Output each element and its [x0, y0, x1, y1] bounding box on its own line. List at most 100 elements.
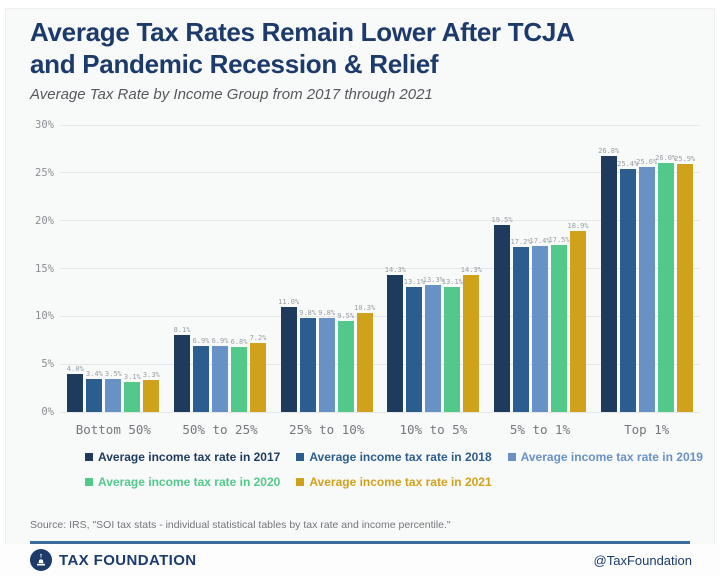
bar: 7.2% [250, 334, 266, 412]
bar: 6.8% [231, 338, 247, 412]
y-axis-tick-25: 25% [35, 166, 54, 179]
legend-item: Average income tax rate in 2018 [296, 450, 492, 464]
footer-band [0, 544, 720, 576]
legend-swatch [296, 453, 305, 461]
gridline-15 [60, 268, 700, 269]
gridline-20 [60, 220, 700, 222]
bar: 26.8% [598, 147, 619, 412]
bar-value-label: 3.4% [85, 370, 103, 379]
bar: 14.3% [461, 266, 482, 412]
bar-value-label: 3.1% [123, 373, 141, 382]
bar: 17.2% [510, 238, 532, 412]
bar-value-label: 26.0% [655, 154, 677, 163]
bar-value-label: 25.9% [674, 155, 696, 164]
x-axis-category-label: Bottom 50% [75, 422, 151, 437]
legend-label: Average income tax rate in 2021 [309, 475, 492, 489]
gridline-10 [60, 315, 700, 317]
bar-value-label: 26.8% [598, 146, 620, 155]
bar-value-label: 9.8% [299, 309, 317, 318]
source-note: Source: IRS, "SOI tax stats - individual… [30, 519, 451, 531]
legend-swatch [507, 453, 516, 461]
bar: 9.8% [318, 309, 335, 412]
bar-value-label: 10.3% [354, 304, 376, 313]
bar-value-label: 13.1% [403, 277, 425, 286]
bar: 3.5% [105, 370, 122, 412]
y-axis-tick-30: 30% [35, 119, 54, 131]
bar-value-label: 9.5% [337, 312, 355, 321]
infographic-card [5, 8, 715, 576]
chart-legend: Average income tax rate in 2017 Average i… [85, 450, 710, 489]
legend-label: Average income tax rate in 2017 [98, 450, 281, 464]
bar-value-label: 3.5% [104, 369, 122, 378]
bar: 18.9% [567, 222, 589, 412]
legend-label: Average income tax rate in 2018 [309, 450, 492, 464]
title-line-2: and Pandemic Recession & Relief [30, 49, 439, 79]
bar-value-label: 13.1% [441, 277, 463, 286]
x-axis-category-label: 25% to 10% [289, 422, 365, 437]
y-axis-tick-10: 10% [35, 310, 54, 323]
bar-group: 26.8% 25.4% 25.6% 26.0% 25.9% Top 1% [593, 125, 700, 437]
bar: 13.1% [442, 278, 463, 412]
footer-brand-name: TAX FOUNDATION [59, 551, 197, 569]
bar: 11.0% [278, 298, 299, 412]
bar-value-label: 14.3% [384, 266, 406, 275]
legend-item: Average income tax rate in 2020 [85, 475, 280, 489]
gridline-5 [60, 363, 700, 365]
footer-divider [30, 541, 690, 544]
bar-value-label: 17.2% [510, 238, 532, 247]
gridline-0 [60, 411, 700, 413]
y-axis-tick-5: 5% [41, 358, 54, 371]
x-axis-category-label: Top 1% [624, 422, 670, 437]
bar-value-label: 25.6% [636, 158, 658, 167]
y-axis-tick-0: 0% [41, 406, 54, 418]
bar: 3.3% [143, 371, 160, 412]
y-axis-tick-15: 15% [35, 262, 54, 275]
bar-value-label: 7.2% [249, 334, 267, 343]
bar-value-label: 6.8% [230, 337, 248, 346]
bar-group: 8.1% 6.9% 6.9% 6.8% 7.2% 50% to 25% [167, 125, 274, 437]
bar: 9.8% [299, 309, 316, 412]
bar-value-label: 4.0% [66, 364, 84, 373]
bar-group: 11.0% 9.8% 9.8% 9.5% 10.3% 25% to 10% [273, 125, 380, 437]
bar: 19.5% [491, 216, 513, 412]
bar: 17.4% [529, 237, 551, 412]
footer-brand: TAX FOUNDATION [30, 549, 197, 571]
bar: 6.9% [212, 337, 228, 412]
bar: 17.5% [548, 236, 570, 412]
bar-value-label: 25.4% [617, 160, 639, 169]
bar-value-label: 13.3% [422, 275, 444, 284]
gridline-30 [60, 124, 700, 126]
twitter-handle-link[interactable]: @TaxFoundation [593, 553, 692, 568]
legend-label: Average income tax rate in 2019 [520, 450, 703, 464]
bar-value-label: 18.9% [567, 222, 589, 231]
bar: 10.3% [354, 304, 375, 412]
legend-item: Average income tax rate in 2017 [85, 450, 280, 464]
bar: 25.9% [674, 155, 695, 412]
legend-item: Average income tax rate in 2019 [507, 450, 703, 464]
x-axis-category-label: 10% to 5% [399, 422, 468, 437]
gridline-25 [60, 172, 700, 174]
legend-item: Average income tax rate in 2021 [296, 475, 492, 489]
bar-value-label: 14.3% [460, 266, 482, 275]
bar: 25.4% [617, 160, 638, 412]
bar-group: 19.5% 17.2% 17.4% 17.5% 18.9% 5% to 1% [487, 125, 594, 437]
bar: 3.1% [124, 373, 141, 412]
bar: 9.5% [337, 312, 354, 412]
bar: 26.0% [655, 154, 676, 412]
bar-value-label: 8.1% [173, 325, 191, 334]
bar: 13.1% [404, 278, 425, 412]
x-axis-category-label: 50% to 25% [182, 422, 258, 437]
page-title: Average Tax Rates Remain Lower After TCJ… [30, 16, 670, 80]
bar-groups: 4.0% 3.4% 3.5% 3.1% 3.3% Bottom 50% 8.1% 6.9% 6.… [60, 125, 700, 437]
bar-value-label: 17.5% [548, 235, 570, 244]
bar: 8.1% [174, 326, 190, 412]
bar: 6.9% [193, 337, 209, 412]
bar: 4.0% [67, 365, 84, 412]
bar-value-label: 11.0% [278, 297, 300, 306]
legend-swatch [296, 478, 305, 486]
bar-value-label: 19.5% [491, 216, 513, 225]
bar-value-label: 9.8% [318, 309, 336, 318]
plot-area: 0% 5% 10% 15% 20% 25% 30% 4.0% 3.4% 3.5% 3.1% 3.3%… [35, 119, 700, 437]
bar: 3.4% [86, 370, 103, 412]
y-axis-tick-20: 20% [35, 214, 54, 227]
